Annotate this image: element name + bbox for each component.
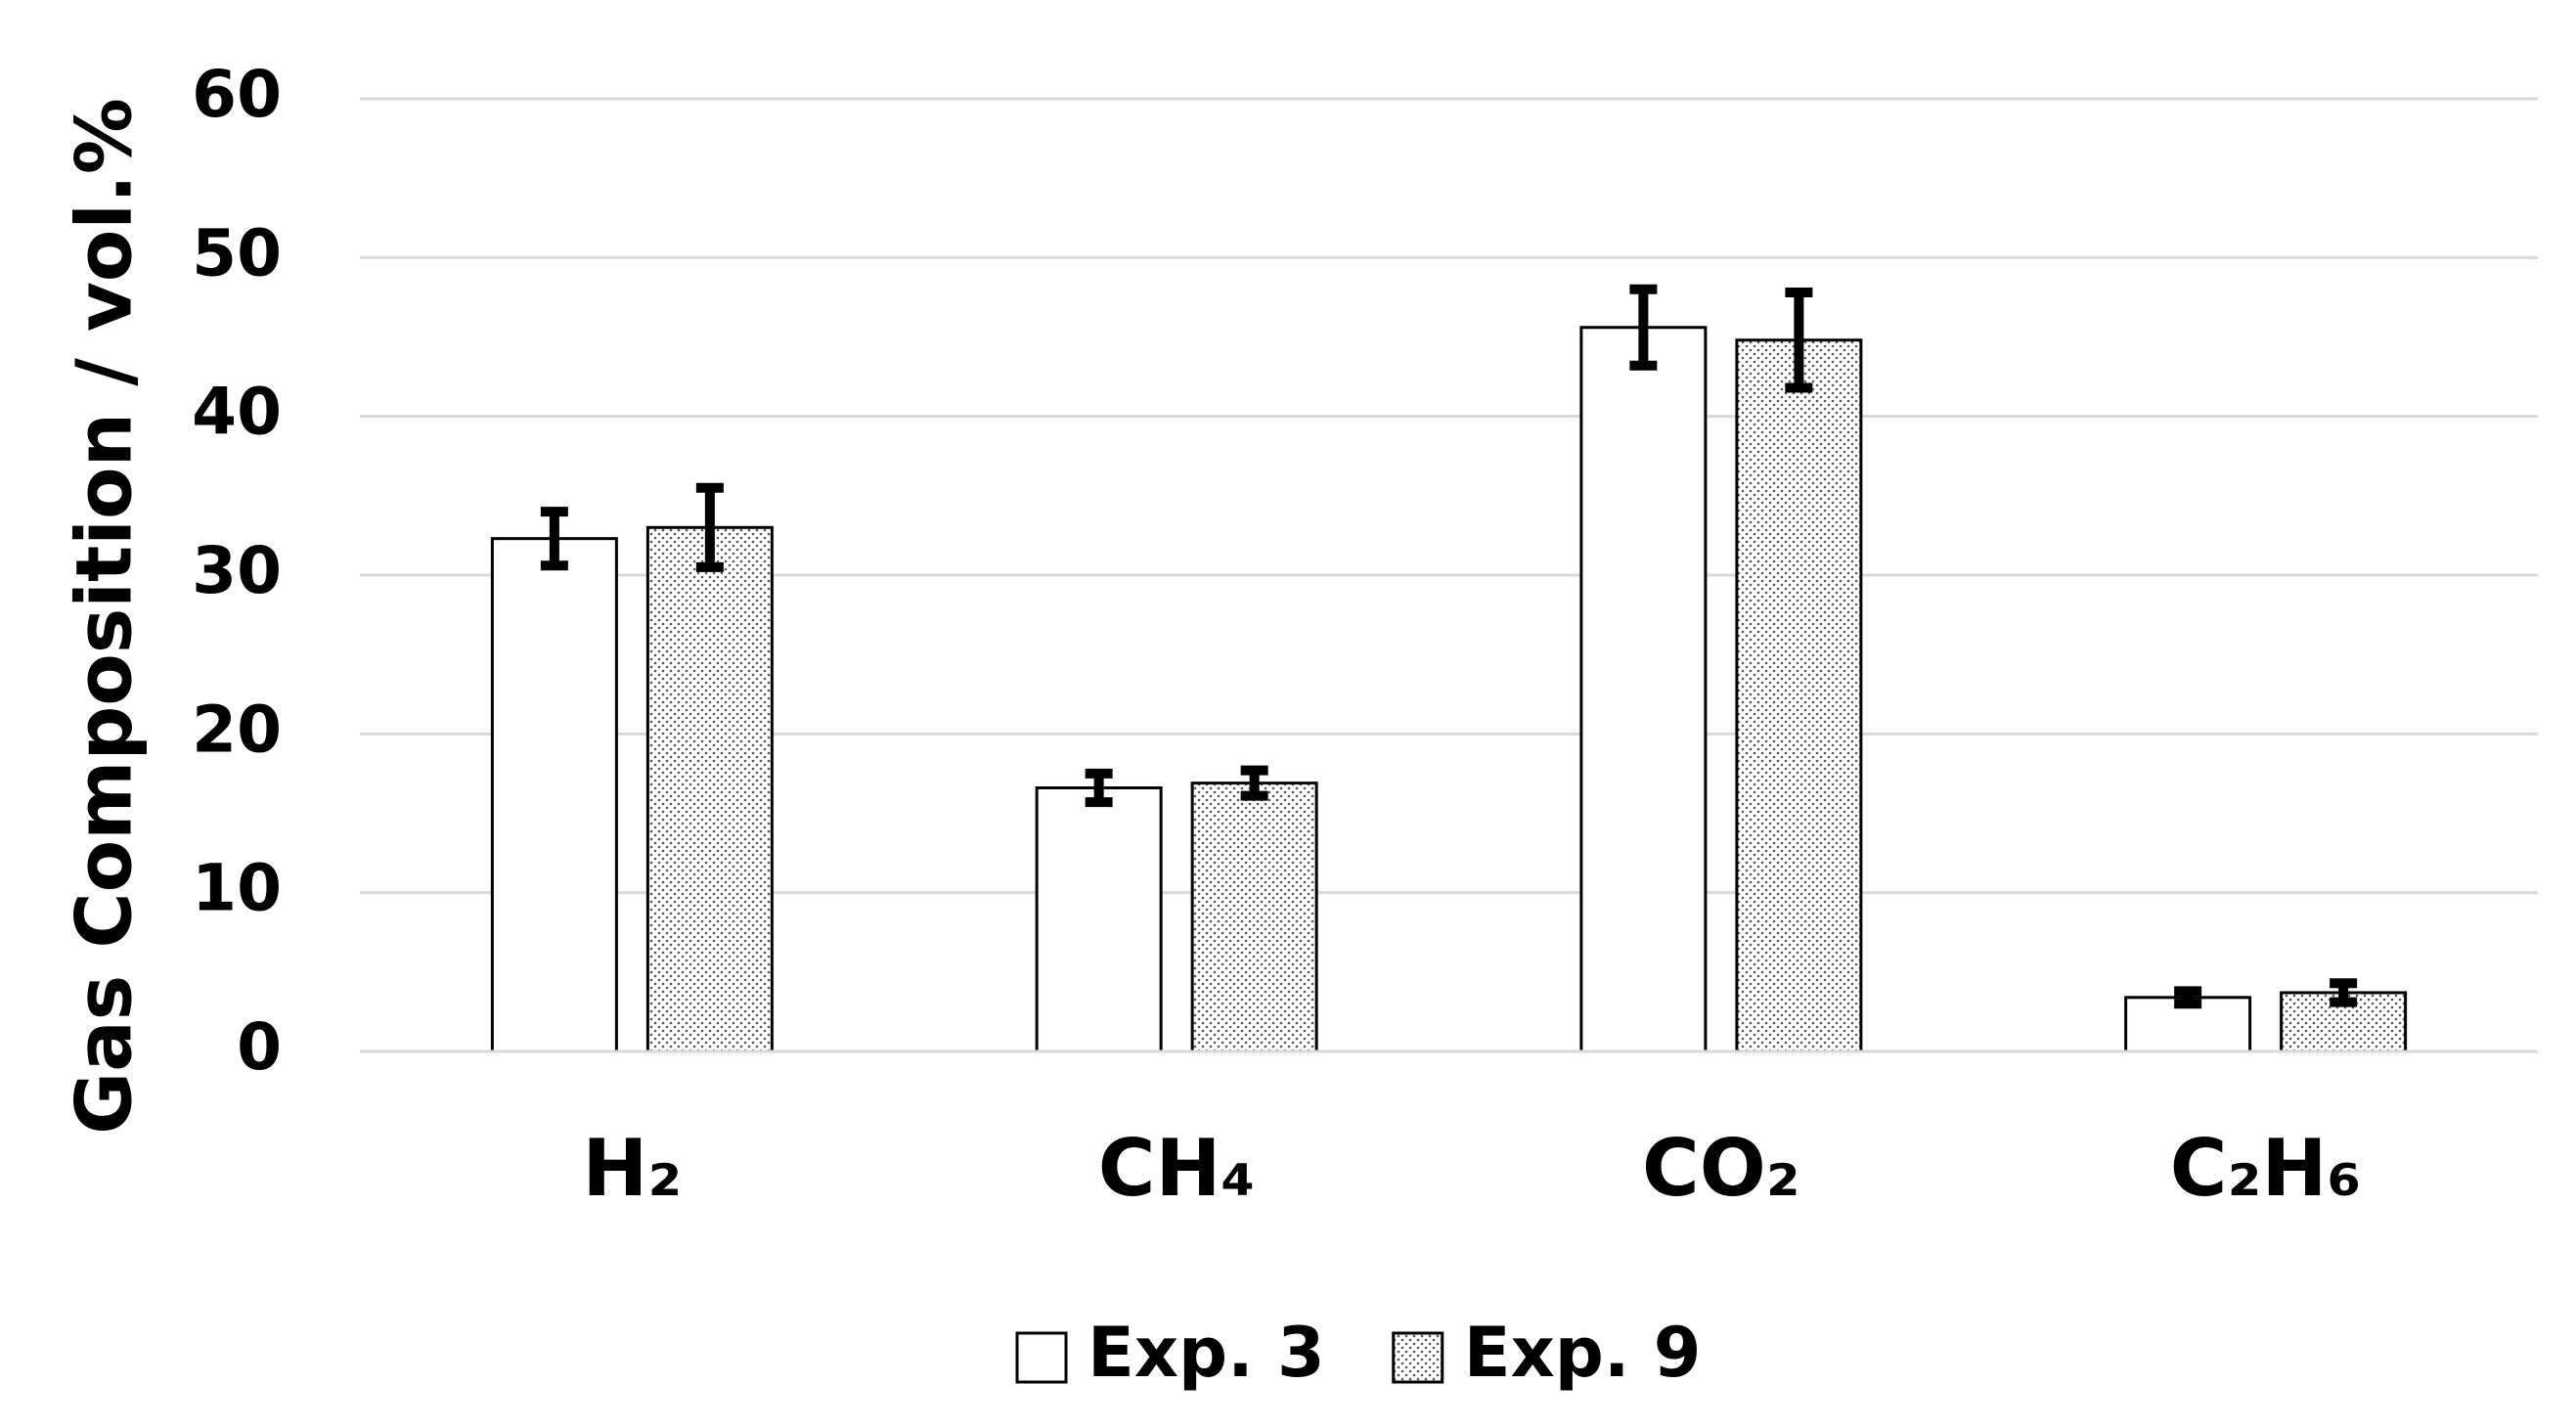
error-bar: [1785, 288, 1813, 393]
error-bar: [1085, 768, 1113, 808]
y-tick-label: 30: [192, 533, 282, 608]
error-bar: [2330, 978, 2358, 1007]
y-tick-label: 60: [192, 57, 282, 132]
legend-swatch: [1392, 1331, 1444, 1384]
bar: [490, 537, 618, 1053]
legend-swatch: [1015, 1331, 1068, 1384]
legend-label: Exp. 9: [1464, 1313, 1702, 1393]
y-tick-label: 50: [192, 215, 282, 290]
bar: [1735, 338, 1863, 1053]
x-tick-label: CO₂: [1642, 1123, 1800, 1214]
error-bar: [695, 482, 724, 572]
error-bar: [1240, 765, 1268, 801]
bar: [1579, 326, 1708, 1053]
error-bar: [2174, 986, 2202, 1009]
bar: [1035, 786, 1163, 1053]
error-bar: [540, 507, 568, 571]
y-tick-label: 10: [192, 851, 282, 926]
bar: [645, 525, 774, 1053]
x-tick-label: CH₄: [1098, 1123, 1256, 1214]
y-tick-label: 20: [192, 692, 282, 767]
bar: [1190, 781, 1318, 1053]
x-tick-label: C₂H₆: [2170, 1123, 2362, 1214]
error-bar: [1629, 284, 1658, 371]
y-axis-label: Gas Composition / vol.%: [61, 98, 149, 1135]
y-tick-label: 0: [237, 1009, 282, 1085]
legend-label: Exp. 3: [1088, 1313, 1325, 1393]
y-tick-label: 40: [192, 375, 282, 450]
x-tick-label: H₂: [582, 1123, 682, 1214]
